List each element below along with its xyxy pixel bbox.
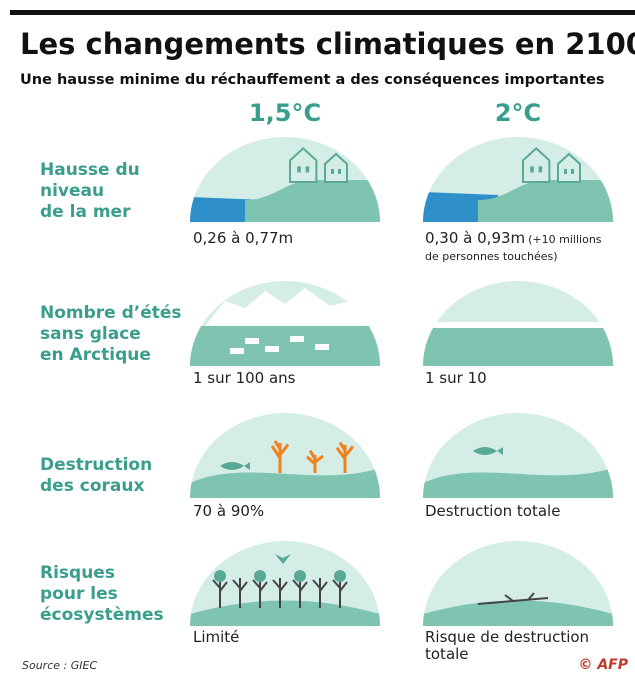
window [297, 166, 301, 173]
cell-text: Risque de destruction [425, 628, 589, 646]
cell-line: 0,30 à 0,93m [425, 229, 525, 247]
leaves [254, 570, 266, 582]
ground [190, 600, 380, 626]
cell-line: Limité [193, 628, 239, 646]
ground [478, 180, 613, 222]
cell-line: 1 sur 10 [425, 369, 487, 387]
cell-text: Limité [193, 628, 239, 646]
sea [190, 326, 380, 366]
window [571, 169, 574, 174]
title: Les changements climatiques en 2100 [20, 27, 635, 61]
cell-line: Risque de destruction [425, 628, 589, 646]
leaves [214, 570, 226, 582]
dome [190, 281, 380, 366]
cell-text: 0,30 à 0,93m (+10 millions [425, 229, 602, 247]
dome [190, 541, 380, 626]
window [564, 169, 567, 174]
row-label: Risques [40, 563, 115, 583]
ice-floe [230, 348, 244, 354]
tree [272, 578, 288, 608]
house [324, 152, 348, 183]
bird [275, 554, 291, 564]
fallen-tree [477, 592, 549, 605]
tree [252, 578, 268, 608]
ground [245, 180, 380, 222]
dome [190, 137, 380, 222]
cell-text: 1 sur 10 [425, 369, 487, 387]
dome [423, 541, 613, 626]
coral [335, 441, 355, 473]
tree [232, 578, 248, 608]
subtitle: Une hausse minime du réchauffement a des… [20, 72, 605, 88]
source: Source : GIEC [22, 659, 97, 672]
cell-text: Destruction totale [425, 502, 560, 520]
dome [423, 413, 613, 498]
cell-line: 0,26 à 0,77m [193, 229, 293, 247]
row-label: niveau [40, 181, 104, 201]
row-label: des coraux [40, 476, 144, 496]
cell-line: 70 à 90% [193, 502, 264, 520]
tree [292, 578, 308, 608]
dome [423, 281, 613, 366]
window [338, 169, 341, 174]
window [538, 166, 543, 173]
window [530, 166, 534, 173]
tree [332, 578, 348, 608]
column-header: 2°C [495, 99, 541, 127]
tree [212, 578, 228, 608]
row-label: de la mer [40, 202, 131, 222]
tree [312, 578, 328, 608]
dome [423, 137, 613, 222]
cell-note: de personnes touchées) [425, 250, 558, 263]
cell-line: Destruction totale [425, 502, 560, 520]
ice-floe [290, 336, 304, 342]
cell-text: 1 sur 100 ans [193, 369, 296, 387]
cell-text: 0,26 à 0,77m [193, 229, 293, 247]
cell-text: 70 à 90% [193, 502, 264, 520]
cell-line: 1 sur 100 ans [193, 369, 296, 387]
row-label: écosystèmes [40, 605, 164, 625]
cell-note: (+10 millions [528, 233, 602, 246]
seabed [423, 468, 613, 498]
row-label: Destruction [40, 455, 152, 475]
row-label: en Arctique [40, 345, 151, 365]
window [331, 169, 334, 174]
cell-line: totale [425, 645, 469, 663]
window [305, 166, 310, 173]
fish [473, 447, 503, 455]
ice-floe [315, 344, 329, 350]
ice-floe [265, 346, 279, 352]
top-bar [10, 10, 635, 15]
cell-text: totale [425, 645, 469, 663]
coral [270, 440, 290, 473]
seabed [190, 468, 380, 498]
fish [220, 462, 250, 470]
house [557, 152, 581, 183]
leaves [294, 570, 306, 582]
row-label: sans glace [40, 324, 141, 344]
leaves [334, 570, 346, 582]
ice [205, 288, 370, 326]
credit: © AFP [578, 657, 628, 673]
ice [423, 322, 613, 328]
ground [423, 600, 613, 626]
house [289, 147, 318, 183]
coral [305, 449, 324, 473]
dome [190, 413, 380, 498]
row-label: Hausse du [40, 160, 140, 180]
row-label: pour les [40, 584, 118, 604]
ice-floe [245, 338, 259, 344]
sea [423, 326, 613, 366]
column-header: 1,5°C [249, 99, 321, 127]
row-label: Nombre d’étés [40, 303, 182, 323]
house [522, 147, 551, 183]
